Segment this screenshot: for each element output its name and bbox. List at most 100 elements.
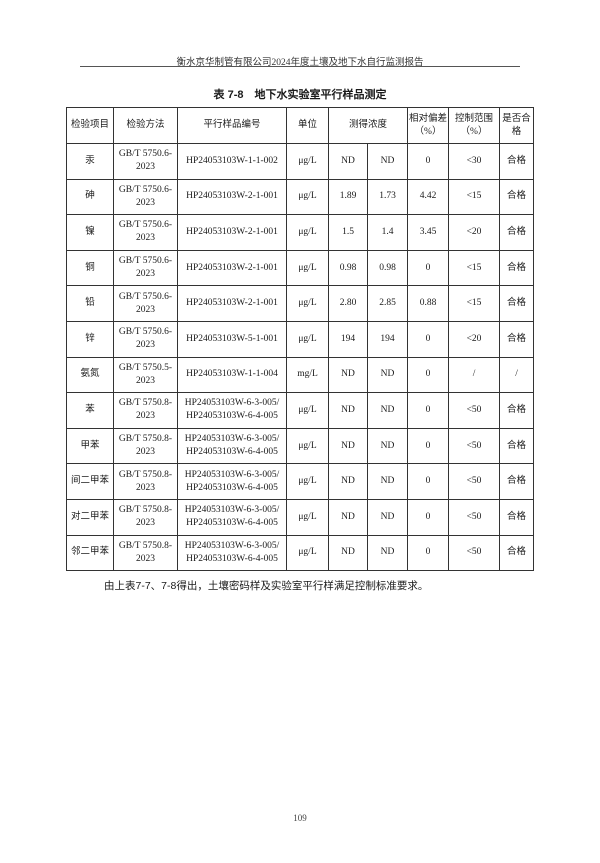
cell-concentration-1: ND <box>328 463 368 500</box>
header-relative-deviation: 相对偏差（%） <box>407 107 450 144</box>
table-caption: 表 7-8 地下水实验室平行样品测定 <box>213 89 387 101</box>
cell-relative-deviation: 0 <box>407 249 450 287</box>
cell-pass-status: 合格 <box>499 143 535 180</box>
cell-pass-status: 合格 <box>499 463 535 500</box>
cell-method: GB/T 5750.6-2023 <box>113 178 178 216</box>
cell-pass-status: 合格 <box>499 392 535 429</box>
header-control-range: 控制范围（%） <box>448 107 501 144</box>
cell-method: GB/T 5750.5-2023 <box>113 356 178 394</box>
cell-concentration-2: ND <box>366 356 409 394</box>
cell-sample-id: HP24053103W-1-1-004 <box>177 356 287 394</box>
page-number: 109 <box>293 813 307 823</box>
cell-sample-id: HP24053103W-1-1-002 <box>177 143 287 180</box>
cell-concentration-1: ND <box>328 143 368 180</box>
cell-relative-deviation: 0 <box>407 498 450 536</box>
cell-control-range: <20 <box>448 214 501 251</box>
parallel-sample-table: 检验项目 检验方法 平行样品编号 单位 测得浓度 相对偏差（%） 控制范围（%）… <box>66 107 535 572</box>
header-concentration: 测得浓度 <box>327 107 409 144</box>
cell-unit: μg/L <box>286 463 329 500</box>
cell-concentration-2: 1.73 <box>366 178 409 216</box>
cell-relative-deviation: 0 <box>407 320 450 358</box>
cell-control-range: <50 <box>448 427 501 465</box>
cell-pass-status: / <box>499 356 535 394</box>
cell-concentration-1: ND <box>328 534 368 572</box>
cell-unit: μg/L <box>286 427 329 465</box>
cell-item: 砷 <box>66 178 114 216</box>
cell-control-range: <50 <box>448 534 501 572</box>
cell-concentration-1: ND <box>328 498 368 536</box>
cell-relative-deviation: 3.45 <box>407 214 450 251</box>
cell-item: 氨氮 <box>66 356 114 394</box>
cell-unit: μg/L <box>286 285 329 322</box>
cell-item: 间二甲苯 <box>66 463 114 500</box>
cell-method: GB/T 5750.6-2023 <box>113 249 178 287</box>
cell-concentration-2: ND <box>366 498 409 536</box>
cell-sample-id: HP24053103W-6-3-005/ HP24053103W-6-4-005 <box>177 534 287 572</box>
table-row: 镍 GB/T 5750.6-2023 HP24053103W-2-1-001 μg/L… <box>66 214 535 251</box>
cell-control-range: <15 <box>448 285 501 322</box>
cell-method: GB/T 5750.8-2023 <box>113 534 178 572</box>
cell-concentration-2: 1.4 <box>366 214 409 251</box>
header-sample: 平行样品编号 <box>177 107 287 144</box>
cell-sample-id: HP24053103W-2-1-001 <box>177 249 287 287</box>
cell-unit: μg/L <box>286 178 329 216</box>
cell-pass-status: 合格 <box>499 249 535 287</box>
cell-item: 铅 <box>66 285 114 322</box>
cell-relative-deviation: 0 <box>407 356 450 394</box>
table-row: 间二甲苯 GB/T 5750.8-2023 HP24053103W-6-3-005/… <box>66 463 535 500</box>
cell-method: GB/T 5750.8-2023 <box>113 427 178 465</box>
cell-sample-id: HP24053103W-2-1-001 <box>177 178 287 216</box>
cell-unit: mg/L <box>286 356 329 394</box>
cell-concentration-1: 1.5 <box>328 214 368 251</box>
cell-concentration-1: 2.80 <box>328 285 368 322</box>
cell-control-range: <15 <box>448 178 501 216</box>
table-row: 铅 GB/T 5750.6-2023 HP24053103W-2-1-001 μg/L… <box>66 285 535 322</box>
cell-concentration-2: ND <box>366 143 409 180</box>
cell-item: 铜 <box>66 249 114 287</box>
cell-control-range: <20 <box>448 320 501 358</box>
header-rule <box>80 66 520 67</box>
cell-method: GB/T 5750.6-2023 <box>113 214 178 251</box>
conclusion-note: 由上表7-7、7-8得出，土壤密码样及实验室平行样满足控制标准要求。 <box>104 580 429 593</box>
running-header: 衡水京华制管有限公司2024年度土壤及地下水自行监测报告 <box>176 58 424 68</box>
cell-unit: μg/L <box>286 392 329 429</box>
cell-control-range: <50 <box>448 463 501 500</box>
cell-unit: μg/L <box>286 320 329 358</box>
cell-method: GB/T 5750.8-2023 <box>113 498 178 536</box>
table-row: 对二甲苯 GB/T 5750.8-2023 HP24053103W-6-3-005/… <box>66 498 535 536</box>
cell-concentration-2: ND <box>366 463 409 500</box>
cell-sample-id: HP24053103W-6-3-005/ HP24053103W-6-4-005 <box>177 427 287 465</box>
cell-pass-status: 合格 <box>499 427 535 465</box>
cell-relative-deviation: 4.42 <box>407 178 450 216</box>
cell-concentration-1: ND <box>328 356 368 394</box>
cell-method: GB/T 5750.8-2023 <box>113 463 178 500</box>
cell-unit: μg/L <box>286 214 329 251</box>
cell-control-range: / <box>448 356 501 394</box>
cell-item: 邻二甲苯 <box>66 534 114 572</box>
header-item: 检验项目 <box>66 107 114 144</box>
cell-concentration-1: ND <box>328 427 368 465</box>
cell-item: 苯 <box>66 392 114 429</box>
cell-control-range: <50 <box>448 392 501 429</box>
table-row: 邻二甲苯 GB/T 5750.8-2023 HP24053103W-6-3-005/… <box>66 534 535 572</box>
cell-relative-deviation: 0 <box>407 143 450 180</box>
cell-concentration-2: ND <box>366 392 409 429</box>
cell-relative-deviation: 0 <box>407 534 450 572</box>
cell-concentration-1: 0.98 <box>328 249 368 287</box>
cell-item: 甲苯 <box>66 427 114 465</box>
cell-method: GB/T 5750.6-2023 <box>113 320 178 358</box>
cell-pass-status: 合格 <box>499 320 535 358</box>
cell-item: 锌 <box>66 320 114 358</box>
cell-unit: μg/L <box>286 498 329 536</box>
cell-unit: μg/L <box>286 249 329 287</box>
cell-relative-deviation: 0 <box>407 392 450 429</box>
header-method: 检验方法 <box>113 107 178 144</box>
cell-concentration-1: 1.89 <box>328 178 368 216</box>
cell-unit: μg/L <box>286 143 329 180</box>
cell-pass-status: 合格 <box>499 178 535 216</box>
header-pass: 是否合格 <box>499 107 535 144</box>
cell-method: GB/T 5750.8-2023 <box>113 392 178 429</box>
cell-control-range: <30 <box>448 143 501 180</box>
table-row: 铜 GB/T 5750.6-2023 HP24053103W-2-1-001 μg/L… <box>66 249 535 287</box>
cell-sample-id: HP24053103W-5-1-001 <box>177 320 287 358</box>
